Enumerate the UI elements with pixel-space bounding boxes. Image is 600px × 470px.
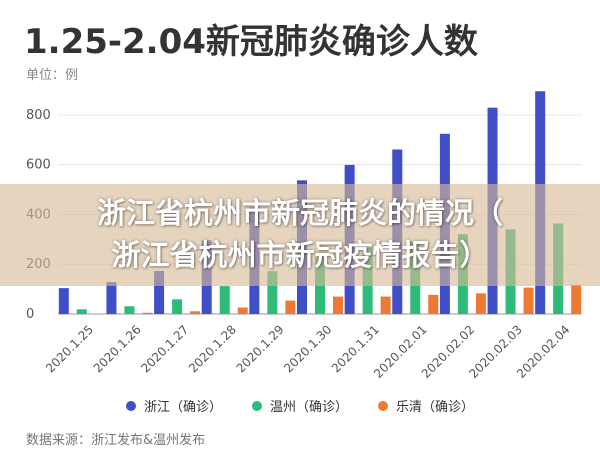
- x-tick-label: 2020.1.25: [43, 322, 96, 375]
- bar-yueqing[interactable]: [428, 294, 439, 314]
- legend-dot-icon: [378, 400, 388, 411]
- bar-zhejiang[interactable]: [154, 270, 165, 314]
- legend-label: 乐清（确诊）: [396, 400, 475, 415]
- bar-wenzhou[interactable]: [76, 309, 87, 314]
- x-tick-label: 2020.1.28: [186, 322, 239, 375]
- bar-wenzhou[interactable]: [124, 306, 135, 314]
- bar-yueqing[interactable]: [523, 287, 534, 314]
- bar-zhejiang[interactable]: [58, 288, 69, 314]
- legend-item-wenzhou[interactable]: 温州（确诊）: [251, 396, 348, 415]
- bar-wenzhou[interactable]: [219, 286, 230, 314]
- legend-label: 温州（确诊）: [269, 400, 348, 415]
- y-tick-label: 600: [26, 158, 51, 173]
- bar-yueqing[interactable]: [571, 284, 582, 314]
- unit-label: 单位：例: [26, 68, 79, 83]
- bar-wenzhou[interactable]: [267, 271, 278, 314]
- legend-item-zhejiang[interactable]: 浙江（确诊）: [125, 396, 222, 415]
- x-tick-label: 2020.1.30: [281, 322, 334, 375]
- overlay-caption: 浙江省杭州市新冠肺炎的情况（ 浙江省杭州市新冠疫情报告）: [0, 192, 600, 276]
- y-tick-label: 800: [26, 108, 51, 123]
- overlay-line-1: 浙江省杭州市新冠肺炎的情况（: [96, 196, 503, 230]
- bar-yueqing[interactable]: [380, 296, 391, 314]
- legend: 浙江（确诊） 温州（确诊） 乐清（确诊）: [0, 396, 600, 415]
- legend-dot-icon: [251, 400, 262, 411]
- legend-dot-icon: [125, 400, 136, 411]
- bar-yueqing[interactable]: [190, 311, 201, 314]
- legend-label: 浙江（确诊）: [143, 400, 222, 415]
- bar-yueqing[interactable]: [475, 293, 486, 314]
- bar-yueqing[interactable]: [237, 307, 248, 314]
- bar-yueqing[interactable]: [285, 300, 296, 314]
- bar-yueqing[interactable]: [142, 312, 153, 314]
- overlay-line-2: 浙江省杭州市新冠疫情报告）: [111, 238, 489, 272]
- x-tick-label: 2020.1.26: [91, 322, 144, 375]
- bar-zhejiang[interactable]: [106, 282, 117, 314]
- chart-title: 1.25-2.04新冠肺炎确诊人数: [24, 22, 478, 62]
- legend-item-yueqing[interactable]: 乐清（确诊）: [378, 396, 474, 415]
- bar-yueqing[interactable]: [333, 296, 343, 314]
- bar-wenzhou[interactable]: [172, 299, 183, 314]
- x-axis-ticks: 2020.1.252020.1.262020.1.272020.1.282020…: [43, 322, 572, 380]
- watermark-band: [0, 184, 600, 286]
- data-source: 数据来源：浙江发布&温州发布: [26, 433, 206, 448]
- x-tick-label: 2020.1.29: [234, 322, 287, 375]
- y-tick-label: 0: [26, 307, 34, 322]
- x-tick-label: 2020.1.27: [138, 322, 191, 375]
